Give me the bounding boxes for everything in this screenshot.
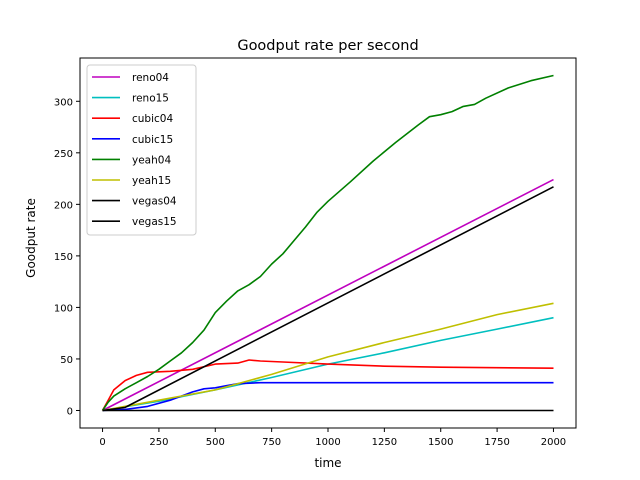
y-tick-label: 300 <box>54 97 73 108</box>
legend-label-vegas15: vegas15 <box>132 216 177 228</box>
x-tick-label: 750 <box>262 437 281 448</box>
x-tick-label: 1000 <box>315 437 340 448</box>
x-tick-label: 0 <box>99 437 105 448</box>
series-line-vegas04 <box>102 186 554 412</box>
y-tick-label: 150 <box>54 252 73 263</box>
legend-label-yeah04: yeah04 <box>132 154 171 166</box>
x-tick-label: 250 <box>149 437 168 448</box>
legend-label-reno15: reno15 <box>132 93 169 105</box>
legend-label-reno04: reno04 <box>132 72 169 84</box>
series-line-cubic15 <box>102 381 554 412</box>
y-tick-label: 250 <box>54 149 73 160</box>
x-tick-label: 1500 <box>428 437 453 448</box>
legend-label-cubic04: cubic04 <box>132 113 173 125</box>
x-tick-label: 2000 <box>541 437 566 448</box>
x-tick-label: 1250 <box>372 437 397 448</box>
chart-title: Goodput rate per second <box>237 38 418 54</box>
series-line-yeah15 <box>102 302 554 412</box>
x-tick-label: 500 <box>206 437 225 448</box>
x-tick-label: 1750 <box>484 437 509 448</box>
legend-label-vegas04: vegas04 <box>132 196 177 208</box>
legend-label-yeah15: yeah15 <box>132 175 171 187</box>
y-tick-label: 0 <box>67 406 73 417</box>
legend: reno04 reno15 cubic04 cubic15 yeah04 yeah15 ve… <box>86 64 197 236</box>
y-tick-label: 50 <box>60 355 73 366</box>
plot-area <box>101 74 554 412</box>
y-axis-label: Goodput rate <box>24 198 38 278</box>
y-tick-label: 200 <box>54 200 73 211</box>
legend-box <box>86 64 197 236</box>
x-axis-label: time <box>314 456 341 470</box>
series-line-cubic04 <box>101 359 554 411</box>
legend-label-cubic15: cubic15 <box>132 134 173 146</box>
y-tick-label: 100 <box>54 303 73 314</box>
series-line-reno04 <box>102 178 554 412</box>
series-line-yeah04 <box>101 74 554 411</box>
